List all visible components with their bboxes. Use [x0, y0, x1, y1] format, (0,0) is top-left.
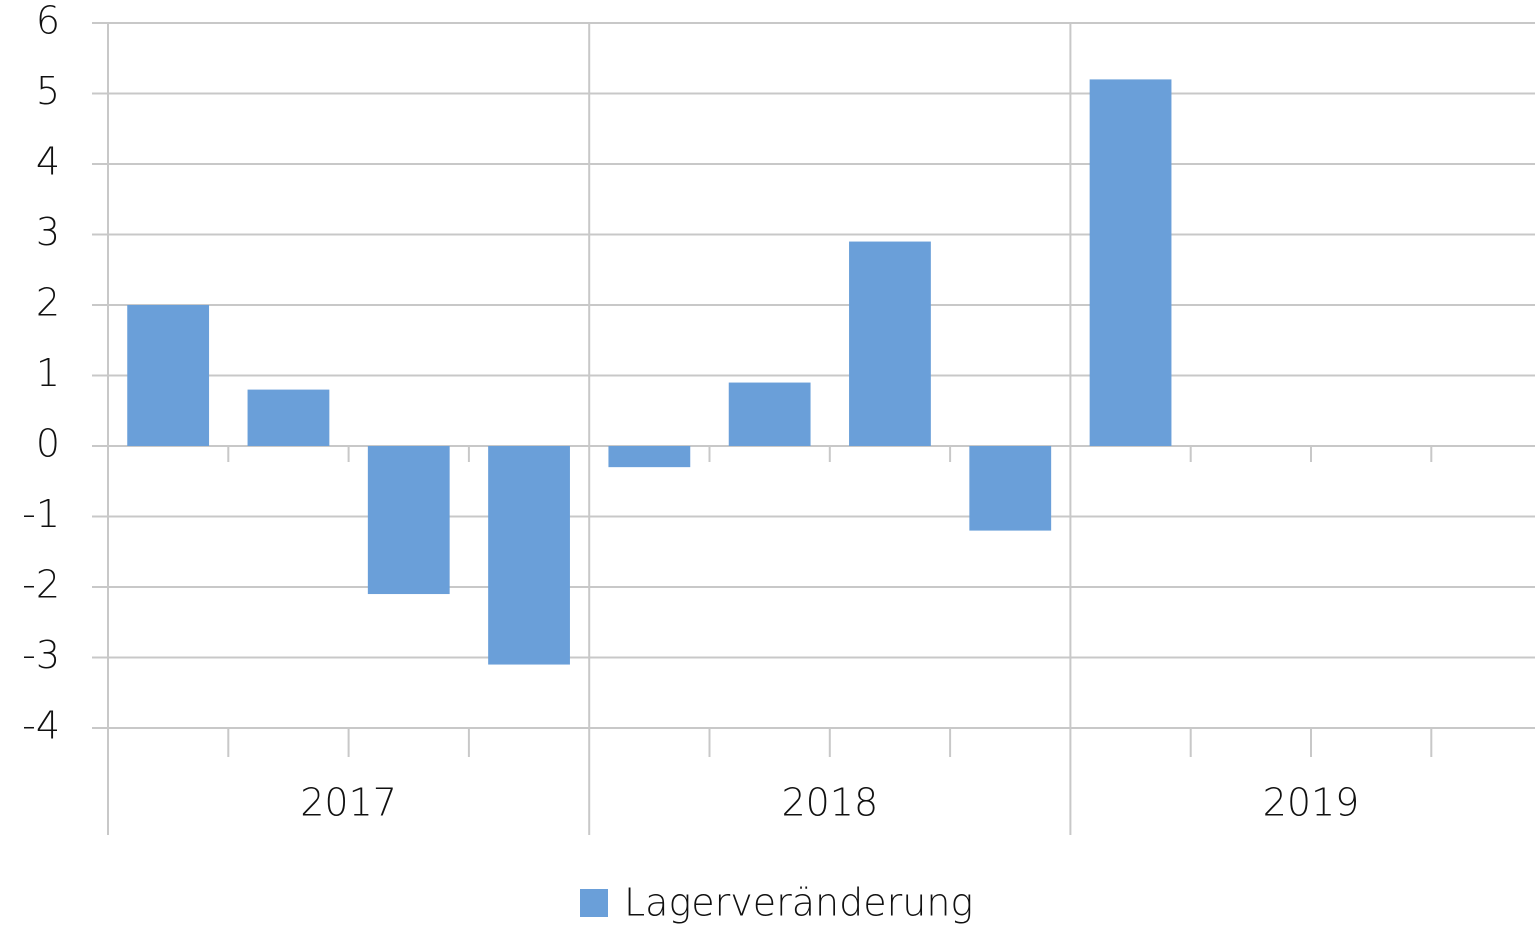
- y-tick-label: -3: [22, 633, 60, 677]
- bar: [127, 305, 210, 446]
- legend-label: Lagerveränderung: [624, 881, 973, 925]
- y-tick-label: 2: [36, 281, 60, 325]
- x-group-label: 2017: [300, 781, 397, 825]
- bar: [1089, 79, 1172, 447]
- y-tick-label: -4: [22, 704, 60, 748]
- y-tick-label: 4: [36, 140, 60, 184]
- bar: [969, 446, 1052, 531]
- y-tick-label: 5: [36, 69, 60, 113]
- x-group-label: 2018: [781, 781, 878, 825]
- bar: [728, 382, 811, 446]
- x-group-label: 2019: [1263, 781, 1360, 825]
- y-tick-label: -2: [22, 563, 60, 607]
- y-tick-label: 6: [36, 0, 60, 43]
- bar: [488, 446, 570, 665]
- y-tick-label: -1: [22, 492, 60, 536]
- bar: [849, 241, 931, 446]
- bar: [367, 446, 450, 595]
- bar: [608, 446, 691, 468]
- y-tick-label: 1: [36, 351, 60, 395]
- bar: [247, 389, 330, 446]
- legend-swatch: [580, 889, 608, 917]
- y-tick-label: 3: [36, 210, 60, 254]
- y-tick-label: 0: [36, 422, 60, 466]
